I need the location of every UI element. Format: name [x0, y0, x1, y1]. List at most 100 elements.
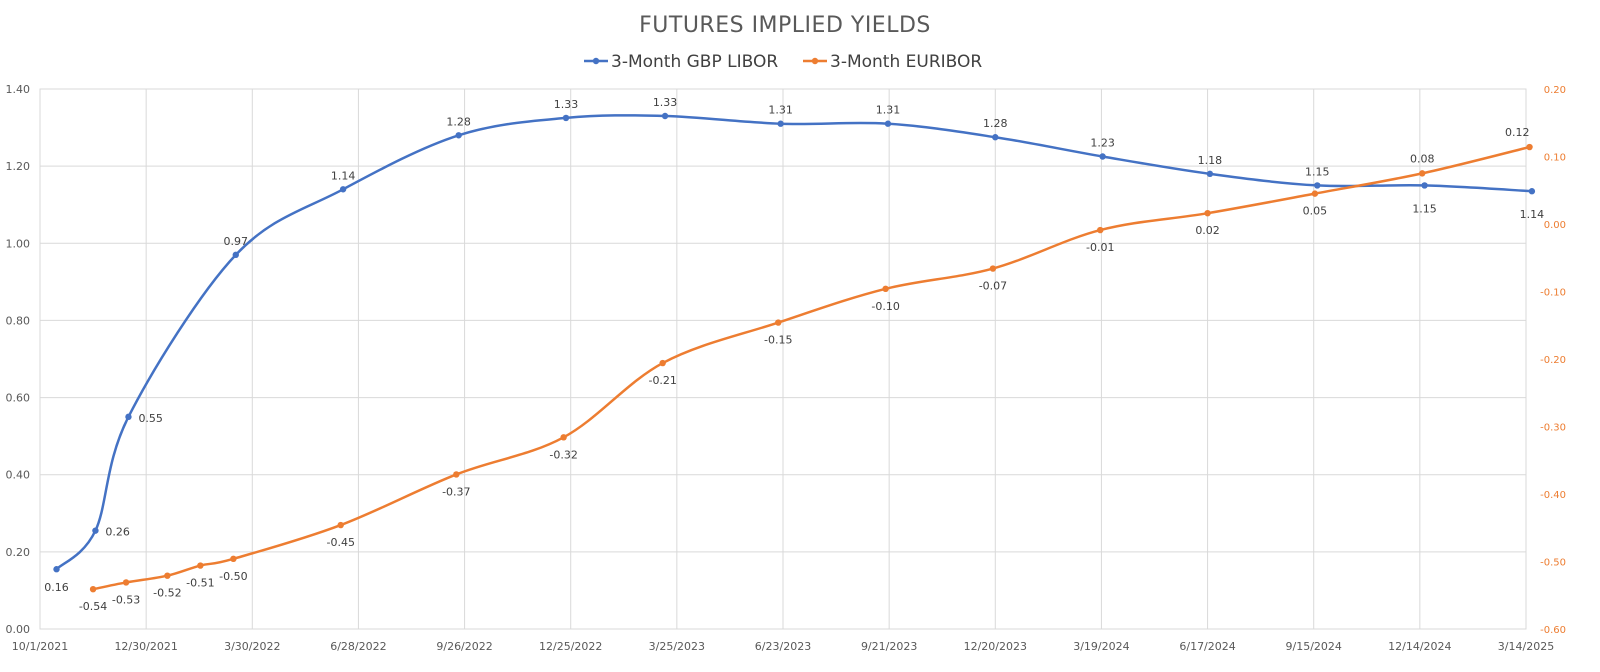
data-label: 1.31	[876, 104, 901, 117]
data-label: 0.26	[105, 526, 130, 539]
data-point	[560, 434, 567, 441]
data-label: -0.51	[186, 577, 214, 590]
data-point	[1099, 153, 1106, 160]
legend: 3-Month GBP LIBOR 3-Month EURIBOR	[584, 52, 982, 72]
y-left-tick-label: 0.80	[6, 314, 31, 327]
x-tick-label: 12/30/2021	[114, 640, 177, 653]
data-label: 1.14	[1520, 208, 1545, 221]
data-point	[562, 114, 570, 122]
x-tick-label: 9/21/2023	[861, 640, 917, 653]
data-label: -0.15	[764, 334, 792, 347]
series-layer: 0.16 0.26 0.55 0.97 1.14 1.28 1.33 1.33 1.31 1.31…	[44, 96, 1544, 613]
data-point	[53, 566, 60, 573]
legend-item-gbp-libor: 3-Month GBP LIBOR	[584, 52, 778, 72]
y-right-tick-label: 0.00	[1544, 220, 1566, 231]
series-line	[92, 145, 1530, 591]
data-label: -0.01	[1086, 241, 1114, 254]
series-gbp-libor: 0.16 0.26 0.55 0.97 1.14 1.28 1.33 1.33 1.31 1.31…	[44, 96, 1544, 594]
data-label: -0.32	[549, 448, 577, 461]
data-point	[1204, 210, 1211, 217]
x-tick-label: 3/30/2022	[224, 640, 280, 653]
data-point	[337, 521, 344, 529]
data-point	[125, 413, 132, 421]
data-point	[1421, 182, 1428, 189]
data-label: 1.33	[554, 98, 579, 111]
data-label: 1.18	[1198, 154, 1223, 167]
plot-border	[39, 88, 1527, 630]
y-left-tick-label: 0.00	[6, 623, 31, 636]
x-tick-label: 3/19/2024	[1073, 640, 1129, 653]
chart-title: FUTURES IMPLIED YIELDS	[639, 13, 931, 38]
data-point	[882, 285, 889, 292]
data-point	[992, 134, 999, 141]
x-axis: 10/1/2021 12/30/2021 3/30/2022 6/28/2022 9/2…	[12, 640, 1554, 653]
data-point	[232, 251, 239, 259]
data-point	[89, 585, 97, 593]
data-label: 1.33	[653, 96, 678, 109]
legend-marker	[592, 57, 600, 65]
data-point	[1528, 188, 1536, 195]
data-point	[775, 319, 782, 326]
x-tick-label: 12/20/2023	[964, 640, 1027, 653]
data-label: -0.07	[979, 280, 1007, 293]
data-label: -0.10	[871, 300, 899, 313]
data-point	[122, 579, 130, 586]
data-label: 0.16	[44, 581, 69, 594]
x-tick-label: 12/14/2024	[1388, 640, 1451, 653]
y-left-tick-label: 0.20	[6, 546, 31, 559]
data-label: 0.55	[138, 412, 163, 425]
y-right-tick-label: -0.50	[1540, 558, 1566, 569]
data-label: 1.15	[1305, 165, 1330, 178]
data-point	[1526, 143, 1533, 151]
data-label: 0.12	[1505, 126, 1530, 139]
y-right-tick-label: -0.60	[1540, 625, 1566, 636]
data-point	[1206, 170, 1214, 178]
data-point	[164, 572, 171, 579]
data-label: 0.97	[224, 235, 249, 248]
x-tick-label: 12/25/2022	[539, 640, 602, 653]
y-right-tick-label: -0.40	[1540, 490, 1566, 501]
y-left-tick-label: 1.20	[6, 160, 31, 173]
legend-item-euribor: 3-Month EURIBOR	[803, 52, 982, 72]
legend-label: 3-Month GBP LIBOR	[611, 52, 778, 72]
data-label: 1.28	[983, 117, 1008, 130]
data-label: 1.23	[1090, 137, 1115, 150]
data-label: 1.15	[1412, 202, 1437, 215]
data-label: -0.53	[112, 593, 140, 606]
data-point	[453, 471, 460, 478]
x-tick-label: 6/23/2023	[755, 640, 811, 653]
series-euribor: -0.54 -0.53 -0.52 -0.51 -0.50 -0.45 -0.37 -0.32…	[79, 126, 1533, 613]
data-point	[1419, 170, 1426, 177]
y-left-tick-label: 1.00	[6, 237, 31, 250]
data-label: 1.14	[331, 169, 356, 182]
data-label: 1.28	[446, 115, 471, 128]
x-tick-label: 3/14/2025	[1498, 640, 1554, 653]
data-point	[197, 562, 204, 569]
y-right-tick-label: 0.10	[1544, 153, 1566, 164]
data-point	[777, 120, 784, 127]
x-tick-label: 9/15/2024	[1286, 640, 1342, 653]
y-left-tick-label: 1.40	[6, 83, 31, 96]
series-line	[55, 114, 1532, 571]
data-point	[661, 112, 669, 120]
y-axis-left: 0.00 0.20 0.40 0.60 0.80 1.00 1.20 1.40	[6, 83, 31, 636]
data-label: -0.21	[648, 374, 676, 387]
data-label: 1.31	[768, 104, 793, 117]
y-right-tick-label: -0.20	[1540, 355, 1566, 366]
data-point	[884, 120, 892, 127]
data-label: 0.05	[1303, 205, 1328, 218]
data-label: -0.54	[79, 600, 107, 613]
data-point	[1097, 226, 1104, 234]
data-point	[339, 186, 347, 193]
y-right-tick-label: -0.30	[1540, 423, 1566, 434]
data-label: 0.08	[1410, 152, 1435, 165]
x-tick-label: 6/17/2024	[1179, 640, 1235, 653]
data-label: -0.52	[153, 587, 181, 600]
y-right-tick-label: 0.20	[1544, 85, 1566, 96]
data-point	[989, 265, 997, 272]
data-point	[1311, 190, 1319, 197]
data-point	[659, 359, 666, 367]
x-tick-label: 3/25/2023	[649, 640, 705, 653]
